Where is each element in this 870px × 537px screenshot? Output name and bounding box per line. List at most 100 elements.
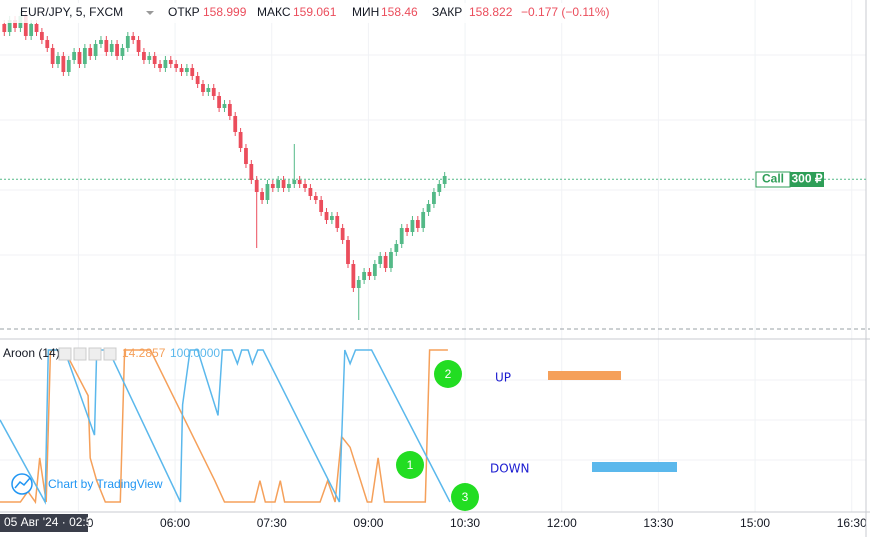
candle-body bbox=[372, 264, 377, 276]
x-tick-label: 09:00 bbox=[353, 516, 383, 530]
candle-body bbox=[120, 48, 125, 56]
candle-body bbox=[378, 256, 383, 264]
candle-body bbox=[410, 220, 415, 232]
call-label: Call bbox=[762, 172, 784, 186]
watermark: Chart by TradingView bbox=[48, 477, 163, 491]
close-value: 158.822 bbox=[469, 5, 513, 19]
icon[interactable] bbox=[58, 347, 72, 361]
candle-body bbox=[399, 228, 404, 244]
candle-body bbox=[72, 52, 77, 60]
x-tick-label: 10:30 bbox=[450, 516, 480, 530]
candle-body bbox=[50, 48, 55, 64]
candle-body bbox=[125, 36, 130, 48]
marker-1-label: 1 bbox=[407, 458, 414, 472]
candle-body bbox=[254, 180, 259, 192]
candle-body bbox=[77, 52, 82, 64]
candle-body bbox=[99, 40, 103, 44]
stake-label: 300 ₽ bbox=[792, 172, 823, 186]
candle-body bbox=[88, 48, 93, 56]
candle-body bbox=[394, 244, 399, 252]
candle-body bbox=[367, 272, 372, 276]
caret bbox=[146, 11, 154, 15]
candle-body bbox=[356, 280, 361, 288]
candle-body bbox=[362, 272, 367, 280]
candle-body bbox=[340, 228, 345, 240]
candle-body bbox=[147, 56, 152, 60]
candle-body bbox=[136, 40, 141, 52]
candle-body bbox=[104, 40, 109, 52]
candle-body bbox=[158, 64, 162, 68]
legend-up-swatch bbox=[548, 371, 621, 380]
up-value: 14.2857 bbox=[122, 346, 166, 360]
candle-body bbox=[383, 256, 388, 268]
candle-body bbox=[442, 176, 447, 184]
candle-body bbox=[34, 24, 39, 32]
candle-body bbox=[270, 184, 275, 188]
candle-body bbox=[201, 84, 205, 92]
open-label: ОТКР bbox=[168, 5, 200, 19]
marker-3-label: 3 bbox=[462, 490, 469, 504]
aroon-line bbox=[0, 349, 451, 505]
marker-2 bbox=[434, 360, 462, 388]
candle-body bbox=[29, 24, 34, 36]
candle-body bbox=[217, 96, 222, 108]
candle-body bbox=[66, 60, 71, 72]
candle-body bbox=[249, 164, 254, 180]
marks bbox=[0, 12, 866, 505]
candle-body bbox=[184, 68, 189, 72]
x-tick-label: 15:00 bbox=[740, 516, 770, 530]
candle-body bbox=[45, 40, 50, 48]
candle-body bbox=[421, 212, 426, 228]
overlay: EUR/JPY, 5, FXCM ОТКР 158.999 МАКС 159.0… bbox=[0, 3, 824, 532]
change: −0.177 (−0.11%) bbox=[521, 5, 610, 19]
x-tick-label: 12:00 bbox=[547, 516, 577, 530]
candle-body bbox=[437, 184, 442, 192]
candle-body bbox=[61, 56, 66, 72]
candle-body bbox=[174, 64, 179, 68]
candle-body bbox=[415, 220, 420, 228]
candle-body bbox=[432, 192, 436, 204]
date-badge bbox=[0, 514, 88, 532]
tv-logo-line bbox=[14, 477, 31, 489]
legend-up-label: UP bbox=[495, 371, 511, 385]
date-badge-text: 05 Авг '24 · 02:50 bbox=[4, 515, 99, 529]
candle-body bbox=[308, 188, 313, 196]
candle-body bbox=[163, 60, 168, 68]
candle-body bbox=[82, 48, 87, 64]
candle-body bbox=[287, 184, 291, 188]
candle-body bbox=[13, 20, 17, 28]
candle-body bbox=[346, 240, 350, 264]
candle-body bbox=[303, 184, 307, 188]
candle-body bbox=[238, 132, 243, 148]
candle-body bbox=[2, 24, 7, 32]
candle-body bbox=[281, 180, 286, 188]
candle-body bbox=[297, 180, 302, 184]
candle-body bbox=[142, 52, 146, 60]
icon[interactable] bbox=[73, 347, 87, 361]
candle-body bbox=[195, 76, 200, 84]
icon[interactable] bbox=[103, 347, 117, 361]
legend-down-label: DOWN bbox=[490, 462, 530, 476]
candle-body bbox=[324, 212, 329, 220]
candle-body bbox=[426, 204, 431, 212]
high-label: МАКС bbox=[257, 5, 291, 19]
candle-body bbox=[276, 180, 281, 188]
marker-3 bbox=[451, 483, 479, 511]
marker-2-label: 2 bbox=[445, 367, 452, 381]
legend-down-swatch bbox=[592, 462, 677, 472]
candle-body bbox=[115, 44, 119, 56]
candle-body bbox=[131, 36, 136, 40]
candle-body bbox=[109, 44, 114, 52]
x-tick-label: 06:00 bbox=[160, 516, 190, 530]
candle-body bbox=[93, 44, 98, 56]
stake-box[interactable] bbox=[790, 172, 824, 187]
candle-body bbox=[313, 196, 318, 200]
icon[interactable] bbox=[88, 347, 102, 361]
candle-body bbox=[244, 148, 248, 164]
candle-body bbox=[329, 216, 334, 220]
candle-body bbox=[179, 68, 184, 72]
header-bg bbox=[0, 3, 620, 23]
indicator-title: Aroon (14) bbox=[3, 346, 60, 360]
